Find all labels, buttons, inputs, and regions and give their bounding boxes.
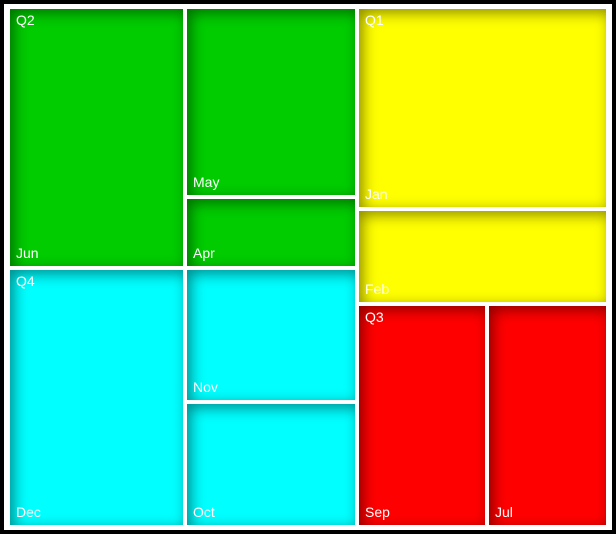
tile-inner-shadow [359,9,606,207]
treemap-tile-jan[interactable]: Jan Q1 [359,9,606,207]
tile-label-apr: Apr [193,246,215,260]
treemap-tile-feb[interactable]: Feb [359,211,606,302]
tile-label-jun: Jun [16,246,39,260]
tile-label-feb: Feb [365,282,389,296]
treemap-tile-apr[interactable]: Apr [187,199,355,266]
tile-inner-shadow [10,270,183,525]
group-label-q3: Q3 [365,310,384,324]
treemap-tile-sep[interactable]: Sep Q3 [359,306,485,525]
tile-label-nov: Nov [193,380,218,394]
treemap-frame: Jun Q2 May Apr Jan Q1 Feb Dec Q4 Nov Oct Sep Q3 Jul [0,0,616,534]
tile-inner-shadow [187,9,355,195]
treemap-tile-jul[interactable]: Jul [489,306,606,525]
tile-label-sep: Sep [365,505,390,519]
treemap-tile-nov[interactable]: Nov [187,270,355,400]
tile-label-jul: Jul [495,505,513,519]
tile-label-jan: Jan [365,187,388,201]
tile-label-oct: Oct [193,505,215,519]
treemap-tile-oct[interactable]: Oct [187,404,355,525]
group-label-q1: Q1 [365,13,384,27]
tile-inner-shadow [489,306,606,525]
treemap-tile-dec[interactable]: Dec Q4 [10,270,183,525]
tile-inner-shadow [10,9,183,266]
tile-label-dec: Dec [16,505,41,519]
tile-inner-shadow [359,306,485,525]
treemap-tile-may[interactable]: May [187,9,355,195]
treemap-tile-jun[interactable]: Jun Q2 [10,9,183,266]
tile-label-may: May [193,175,219,189]
group-label-q4: Q4 [16,274,35,288]
tile-inner-shadow [359,211,606,302]
group-label-q2: Q2 [16,13,35,27]
